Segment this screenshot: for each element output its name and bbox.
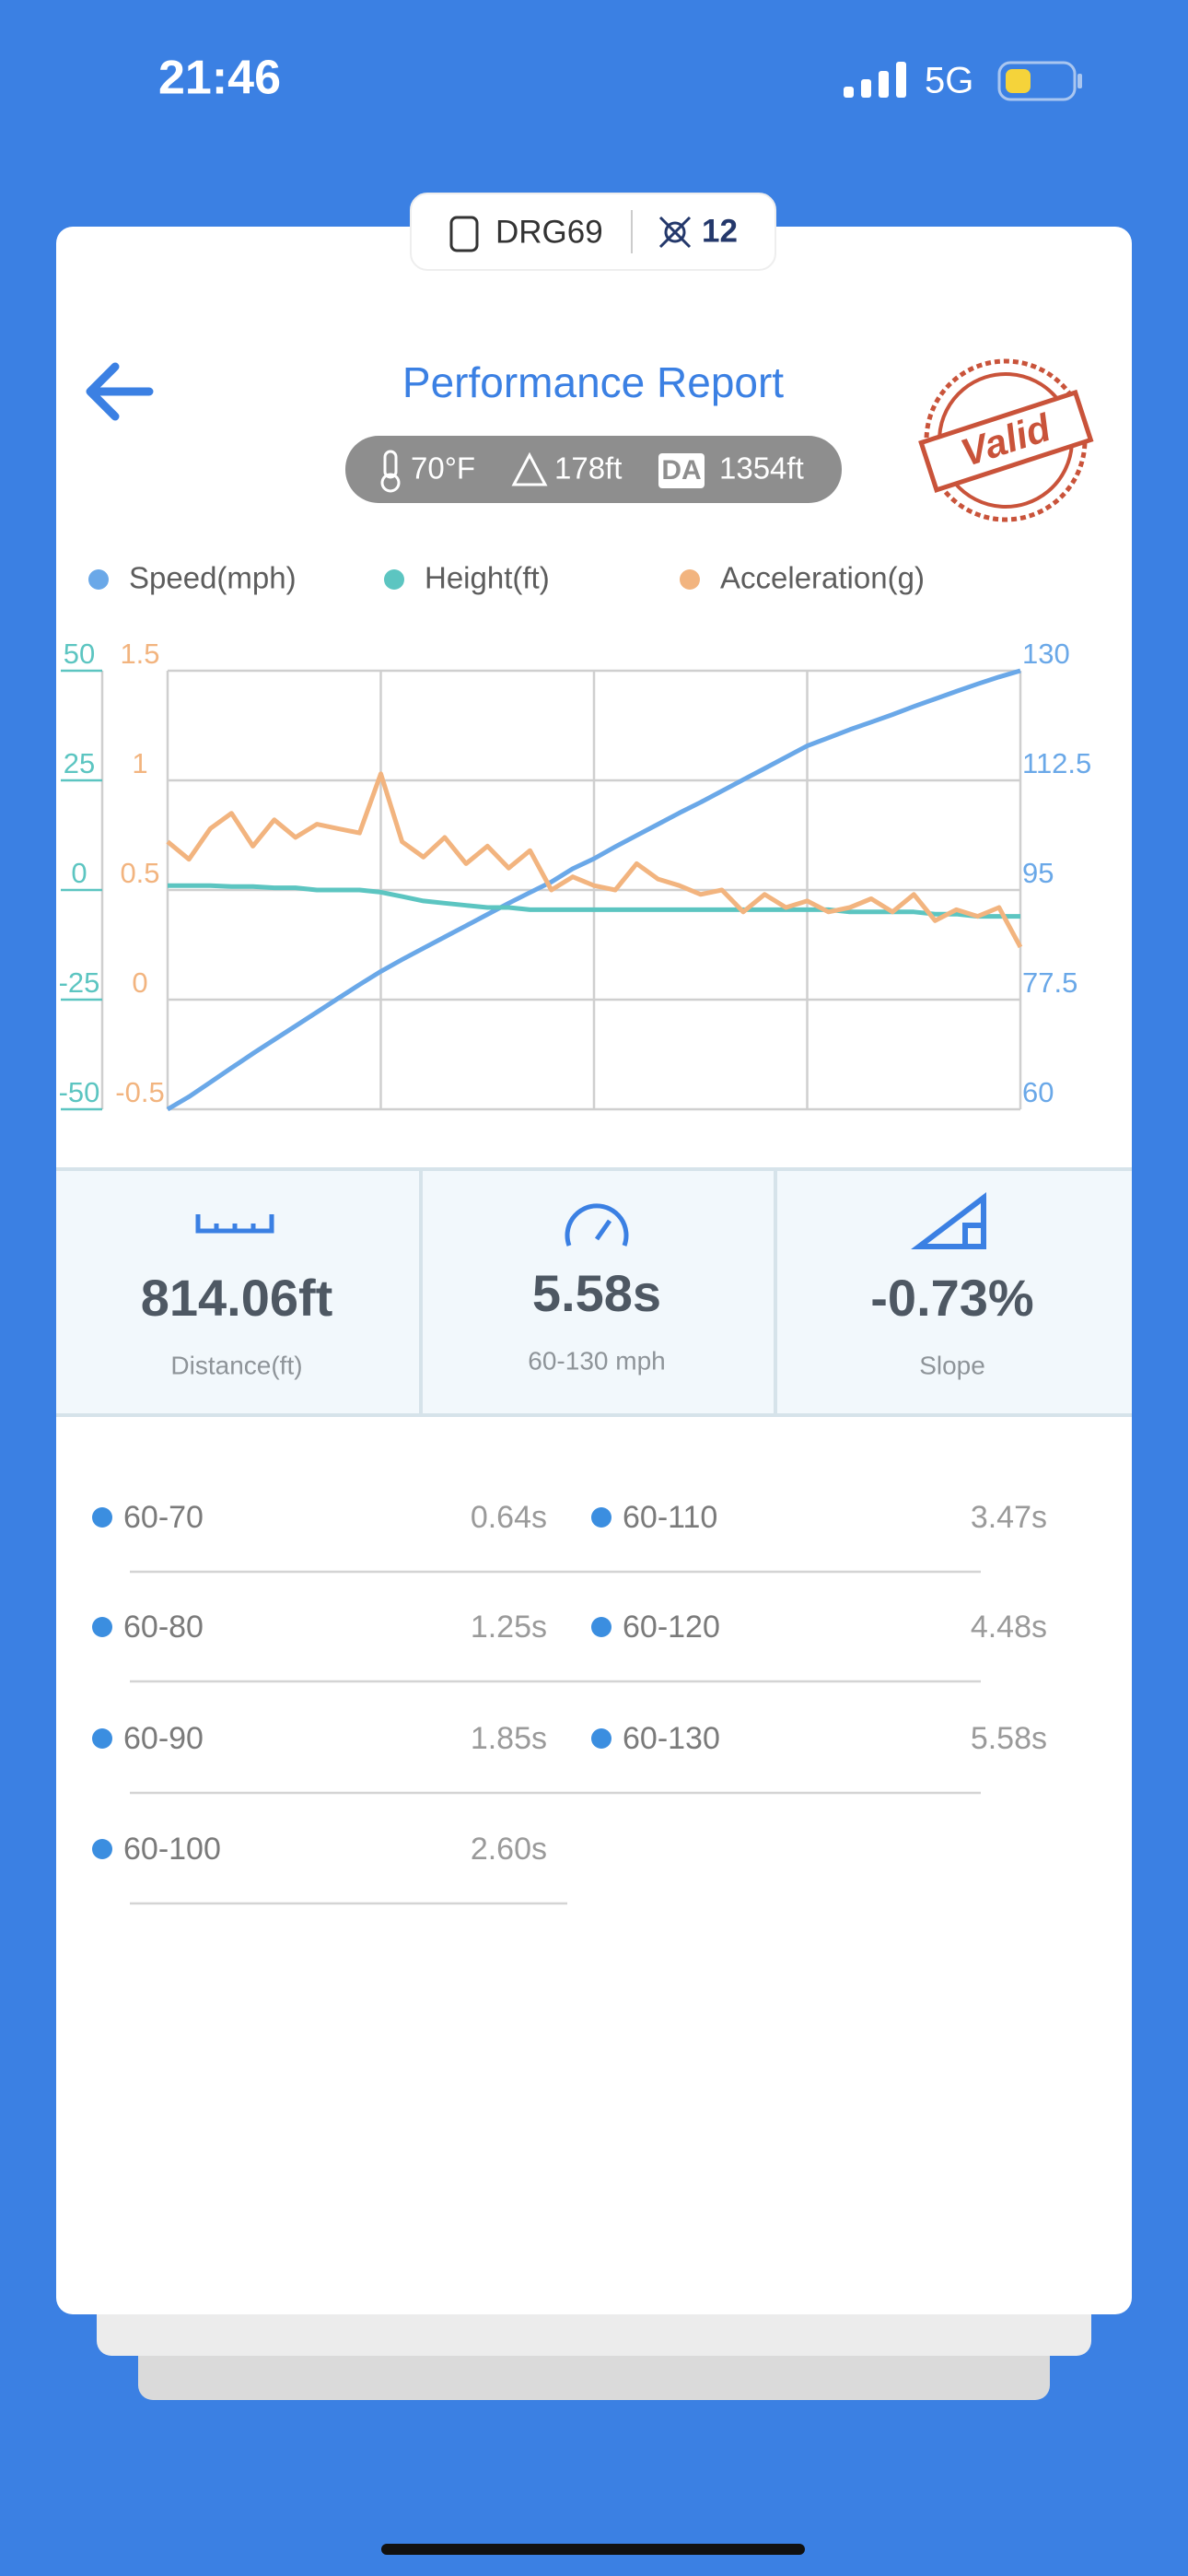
density-altitude: 1354ft xyxy=(719,451,804,486)
legend-label: Height(ft) xyxy=(425,561,550,595)
series-line xyxy=(168,883,1020,919)
legend-label: Speed(mph) xyxy=(129,561,297,595)
valid-stamp: Valid xyxy=(918,358,1094,522)
split-time: 4.48s xyxy=(971,1610,1047,1645)
split-range: 60-80 xyxy=(123,1610,204,1645)
tick-label: 0 xyxy=(71,857,87,889)
tick-label: 1.5 xyxy=(120,638,159,670)
device-pill[interactable] xyxy=(410,193,776,271)
tick-label: 112.5 xyxy=(1022,747,1091,779)
legend-marker xyxy=(384,569,404,590)
split-time: 5.58s xyxy=(971,1721,1047,1756)
device-icon xyxy=(449,216,479,252)
tick-label: -0.5 xyxy=(115,1076,164,1108)
da-label: DA xyxy=(661,455,701,486)
split-range: 60-70 xyxy=(123,1500,204,1535)
split-dot xyxy=(591,1728,611,1749)
stat-value: 814.06ft xyxy=(141,1269,333,1327)
series-line xyxy=(166,771,1023,949)
split-range: 60-90 xyxy=(123,1721,204,1756)
tick-label: 130 xyxy=(1022,638,1070,670)
satellite-count: 12 xyxy=(702,213,738,249)
speedometer-icon xyxy=(565,1203,629,1247)
tick-label: 60 xyxy=(1022,1076,1054,1108)
legend-marker xyxy=(88,569,109,590)
split-range: 60-110 xyxy=(623,1500,717,1535)
split-time: 2.60s xyxy=(471,1832,547,1867)
stat-label: 60-130 mph xyxy=(528,1346,665,1375)
split-dot xyxy=(92,1617,112,1637)
split-range: 60-100 xyxy=(123,1832,221,1867)
tick-label: 25 xyxy=(64,747,95,779)
device-name: DRG69 xyxy=(495,214,603,250)
altitude: 178ft xyxy=(554,451,622,486)
tick-label: 95 xyxy=(1022,857,1054,889)
da-badge xyxy=(658,453,705,488)
ruler-icon xyxy=(195,1214,274,1234)
split-time: 0.64s xyxy=(471,1500,547,1535)
network-label: 5G xyxy=(925,61,973,101)
tick-label: 0 xyxy=(132,966,147,999)
satellite-icon xyxy=(658,216,692,249)
split-dot xyxy=(92,1728,112,1749)
temperature: 70°F xyxy=(411,451,475,486)
battery-icon xyxy=(997,61,1082,101)
series-line xyxy=(166,668,1021,1112)
signal-icon xyxy=(844,62,906,98)
temperature-icon xyxy=(380,450,401,493)
split-dot xyxy=(591,1617,611,1637)
slope-icon xyxy=(911,1191,986,1249)
chart: Speed(mph) Height(ft) Acceleration(g) 50 25 0… xyxy=(59,561,1091,1112)
tick-label: 77.5 xyxy=(1022,966,1077,999)
tick-label: 0.5 xyxy=(120,857,159,889)
tick-label: -25 xyxy=(59,966,100,999)
stat-label: Slope xyxy=(919,1351,985,1379)
stat-value: 5.58s xyxy=(532,1264,661,1322)
report-title: Performance Report xyxy=(402,358,784,406)
split-dot xyxy=(92,1507,112,1528)
stat-value: -0.73% xyxy=(870,1269,1033,1327)
split-time: 3.47s xyxy=(971,1500,1047,1535)
split-time: 1.85s xyxy=(471,1721,547,1756)
home-indicator xyxy=(381,2544,805,2555)
split-dot xyxy=(591,1507,611,1528)
back-button[interactable] xyxy=(86,362,154,421)
stat-label: Distance(ft) xyxy=(170,1351,302,1379)
split-time: 1.25s xyxy=(471,1610,547,1645)
altitude-icon xyxy=(511,451,548,486)
split-dot xyxy=(92,1839,112,1859)
stats-borders xyxy=(56,1167,1132,1417)
legend-label: Acceleration(g) xyxy=(720,561,925,595)
tick-label: 50 xyxy=(64,638,95,670)
splits-list: 60-70 0.64s 60-110 3.47s 60-80 1.25s 60-120 4.4… xyxy=(92,1500,1047,1905)
tick-label: 1 xyxy=(132,747,147,779)
stats-panel xyxy=(56,1169,1132,1415)
status-time: 21:46 xyxy=(158,52,281,105)
split-range: 60-120 xyxy=(623,1610,720,1645)
split-range: 60-130 xyxy=(623,1721,720,1756)
conditions-pill xyxy=(345,436,842,503)
tick-label: -50 xyxy=(59,1076,100,1108)
legend-marker xyxy=(680,569,700,590)
